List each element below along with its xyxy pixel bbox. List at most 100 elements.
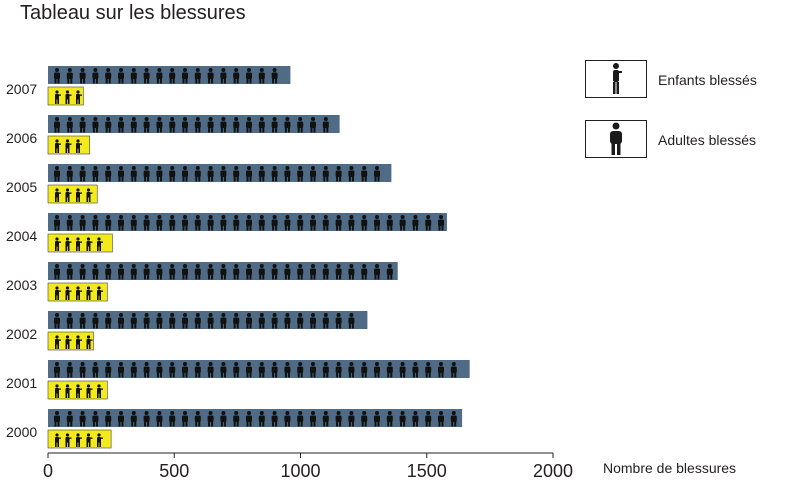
child-silhouette-icon (55, 384, 61, 398)
child-silhouette-icon (55, 90, 61, 104)
adult-silhouette-icon (79, 166, 86, 182)
adult-silhouette-icon (130, 166, 137, 182)
adult-silhouette-icon (233, 215, 240, 231)
adult-silhouette-icon (271, 264, 278, 280)
adult-silhouette-icon (182, 215, 188, 231)
adult-silhouette-icon (54, 166, 60, 182)
adult-silhouette-icon (284, 117, 291, 133)
child-silhouette-icon (86, 384, 93, 398)
adult-silhouette-icon (297, 215, 304, 231)
bar-adults-2006 (48, 115, 340, 133)
adult-silhouette-icon (92, 117, 99, 133)
adult-silhouette-icon (143, 313, 150, 329)
bar-children-2006 (47, 135, 90, 155)
adult-silhouette-icon (207, 313, 214, 329)
adult-silhouette-icon (335, 215, 342, 231)
adult-silhouette-icon (258, 68, 265, 84)
adult-silhouette-icon (348, 215, 355, 231)
child-silhouette-icon (76, 188, 82, 202)
child-silhouette-icon (65, 384, 72, 398)
adult-silhouette-icon (182, 117, 188, 133)
adult-silhouette-icon (220, 117, 227, 133)
adult-silhouette-icon (79, 362, 86, 378)
adult-silhouette-icon (246, 411, 252, 427)
adult-silhouette-icon (118, 68, 124, 84)
adult-silhouette-icon (450, 411, 457, 427)
adult-silhouette-icon (233, 362, 240, 378)
adult-silhouette-icon (66, 362, 73, 378)
adult-silhouette-icon (66, 166, 73, 182)
adult-silhouette-icon (66, 264, 73, 280)
adult-silhouette-icon (246, 215, 252, 231)
adult-silhouette-icon (310, 264, 316, 280)
adult-silhouette-icon (143, 166, 150, 182)
x-tick-label: 1500 (407, 461, 447, 481)
x-tick-label: 1000 (280, 461, 320, 481)
x-axis: 0 500 1000 1500 2000 Nombre de blessures (43, 452, 736, 481)
adult-silhouette-icon (182, 264, 188, 280)
adult-silhouette-icon (425, 362, 432, 378)
adult-silhouette-icon (348, 411, 355, 427)
adult-silhouette-icon (220, 264, 227, 280)
adult-silhouette-icon (220, 68, 227, 84)
adult-silhouette-icon (169, 68, 176, 84)
adult-silhouette-icon (79, 411, 86, 427)
adult-silhouette-icon (374, 264, 380, 280)
adult-silhouette-icon (92, 313, 99, 329)
adult-silhouette-icon (297, 264, 304, 280)
year-label: 2007 (6, 81, 37, 97)
adult-silhouette-icon (233, 117, 240, 133)
adult-silhouette-icon (297, 166, 304, 182)
adult-silhouette-icon (156, 117, 163, 133)
adult-silhouette-icon (335, 264, 342, 280)
adult-silhouette-icon (284, 166, 291, 182)
bar-children-2003 (47, 282, 108, 302)
adult-silhouette-icon (284, 362, 291, 378)
child-silhouette-icon (86, 188, 93, 202)
year-label: 2004 (6, 228, 37, 244)
adult-silhouette-icon (361, 362, 368, 378)
adult-silhouette-icon (194, 264, 201, 280)
adult-silhouette-icon (310, 215, 316, 231)
adult-silhouette-icon (322, 117, 329, 133)
bar-children-2004 (47, 233, 113, 253)
adult-silhouette-icon (386, 362, 393, 378)
adult-silhouette-icon (118, 264, 124, 280)
child-silhouette-icon (55, 286, 61, 300)
adult-silhouette-icon (169, 313, 176, 329)
adult-silhouette-icon (182, 411, 188, 427)
year-label: 2001 (6, 375, 37, 391)
adult-silhouette-icon (156, 264, 163, 280)
child-silhouette-icon (97, 433, 103, 447)
adult-silhouette-icon (92, 166, 99, 182)
year-label: 2005 (6, 179, 37, 195)
adult-silhouette-icon (246, 68, 252, 84)
adult-silhouette-icon (284, 215, 291, 231)
adult-silhouette-icon (258, 166, 265, 182)
child-silhouette-icon (65, 335, 72, 349)
x-tick-label: 500 (159, 461, 189, 481)
child-silhouette-icon (65, 90, 72, 104)
adult-silhouette-icon (233, 411, 240, 427)
adult-silhouette-icon (438, 362, 444, 378)
adult-silhouette-icon (79, 117, 86, 133)
adult-silhouette-icon (143, 362, 150, 378)
adult-silhouette-icon (156, 362, 163, 378)
bars-group: 2007 2006 2005 2004 2003 2002 2001 2000 (6, 66, 470, 449)
adult-silhouette-icon (169, 117, 176, 133)
bar-adults-2002 (48, 311, 368, 329)
adult-silhouette-icon (233, 166, 240, 182)
adult-silhouette-icon (374, 166, 380, 182)
adult-silhouette-icon (118, 117, 124, 133)
adult-silhouette-icon (233, 68, 240, 84)
adult-silhouette-icon (207, 215, 214, 231)
adult-silhouette-icon (297, 313, 304, 329)
legend-swatch-children (585, 60, 647, 98)
child-silhouette-icon (55, 433, 61, 447)
adult-silhouette-icon (194, 117, 201, 133)
adult-silhouette-icon (348, 313, 355, 329)
adult-silhouette-icon (79, 68, 86, 84)
year-label: 2003 (6, 277, 37, 293)
adult-silhouette-icon (271, 411, 278, 427)
